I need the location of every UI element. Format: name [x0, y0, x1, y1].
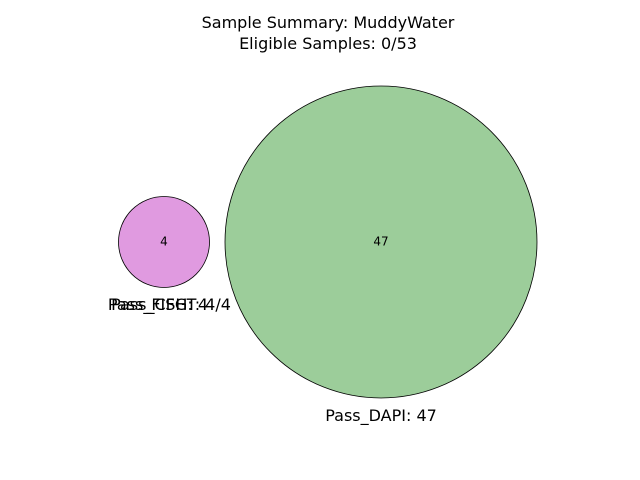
figure-title-line-1: Sample Summary: MuddyWater — [202, 13, 455, 32]
pass-fish-count: 4 — [160, 235, 168, 249]
pass-dapi-circle — [224, 85, 538, 399]
pass-fish-circle — [118, 196, 210, 288]
pass-dapi-label: Pass_DAPI: 47 — [325, 406, 437, 426]
figure-title-line-2: Eligible Samples: 0/53 — [239, 34, 417, 53]
pass-dapi-count: 47 — [373, 235, 388, 249]
pass-cfgt-label: Pass_CFGT: 4/4 — [111, 295, 231, 315]
pass-fish-label: Pass_FISH: 4 — [108, 295, 208, 315]
